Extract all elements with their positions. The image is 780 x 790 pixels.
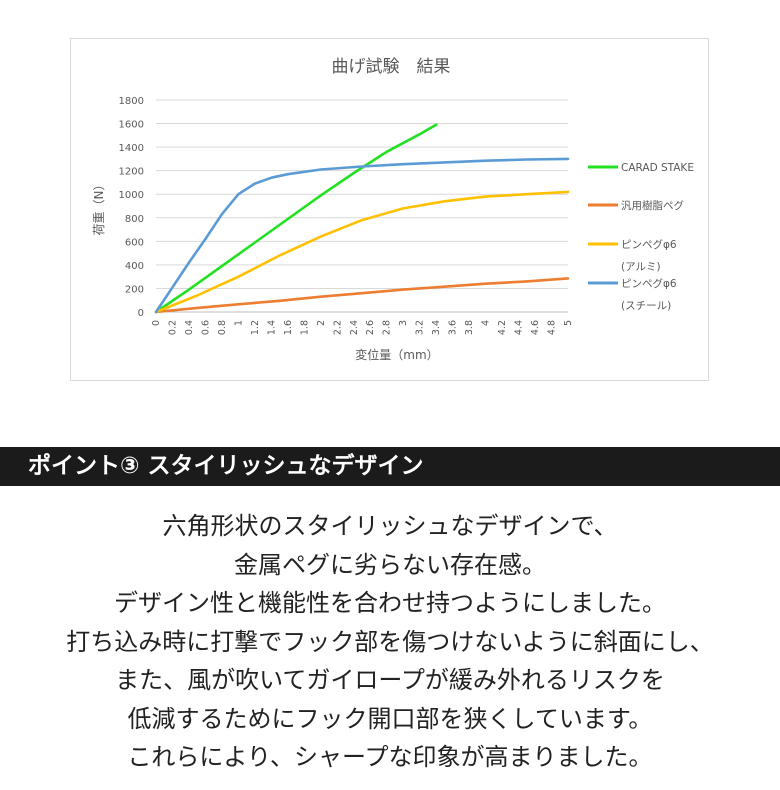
x-tick-label: 4.4 bbox=[514, 320, 525, 335]
y-tick-label: 1800 bbox=[119, 96, 144, 107]
x-tick-label: 4.2 bbox=[497, 320, 508, 335]
axes: 0 200 400 600 800 1000 1200 1400 1600 1800 0 0.2 0.4… bbox=[119, 96, 574, 335]
y-tick-label: 1200 bbox=[119, 167, 144, 178]
x-tick-label: 3.4 bbox=[431, 320, 442, 335]
bending-test-chart: 曲げ試験 結果 0 200 400 600 800 1000 1200 1400 1600 180… bbox=[92, 57, 694, 362]
description-line: デザイン性と機能性を合わせ持つようにしました。 bbox=[114, 589, 666, 617]
description-line: 低減するためにフック開口部を狭くしています。 bbox=[127, 704, 653, 733]
x-tick-label: 3 bbox=[398, 320, 409, 326]
x-tick-label: 1.8 bbox=[299, 320, 310, 335]
section-title: ポイント③ スタイリッシュなデザイン bbox=[28, 453, 424, 479]
legend-label: CARAD STAKE bbox=[621, 162, 694, 174]
x-tick-label: 0.6 bbox=[200, 320, 211, 335]
description-text: 六角形状のスタイリッシュなデザインで、 金属ペグに劣らない存在感。 デザイン性と… bbox=[0, 507, 780, 777]
x-tick-label: 2.6 bbox=[365, 320, 376, 335]
x-tick-label: 3.6 bbox=[448, 320, 459, 335]
x-tick-label: 1.4 bbox=[266, 320, 277, 335]
series-line-1 bbox=[154, 277, 570, 314]
x-tick-label: 3.8 bbox=[464, 320, 475, 335]
series-line-0 bbox=[154, 123, 438, 314]
y-tick-label: 200 bbox=[125, 284, 144, 295]
x-tick-label: 1 bbox=[233, 320, 244, 326]
x-tick-label: 0 bbox=[151, 320, 162, 326]
y-tick-label: 1000 bbox=[119, 190, 144, 201]
description-line: 打ち込み時に打撃でフック部を傷つけないように斜面にし、 bbox=[66, 627, 714, 656]
description-line: 六角形状のスタイリッシュなデザインで、 bbox=[162, 512, 618, 540]
legend-label: ピンペグφ6 bbox=[621, 277, 677, 290]
y-tick-label: 800 bbox=[125, 214, 144, 225]
x-tick-label: 2.8 bbox=[382, 320, 393, 335]
x-tick-label: 4.8 bbox=[547, 320, 558, 335]
x-tick-label: 2 bbox=[316, 320, 327, 326]
x-tick-label: 3.2 bbox=[415, 320, 426, 335]
series-lines bbox=[154, 123, 570, 314]
description-line: また、風が吹いてガイロープが緩み外れるリスクを bbox=[115, 666, 665, 694]
chart-title: 曲げ試験 結果 bbox=[332, 57, 451, 77]
x-tick-label: 0.2 bbox=[167, 320, 178, 335]
x-tick-label: 4 bbox=[481, 320, 492, 326]
description-line: これらにより、シャープな印象が高まりました。 bbox=[127, 743, 653, 771]
y-tick-label: 1600 bbox=[119, 120, 144, 131]
x-tick-label: 2.4 bbox=[349, 320, 360, 335]
x-tick-label: 5 bbox=[563, 320, 574, 326]
description-line: 金属ペグに劣らない存在感。 bbox=[234, 550, 546, 579]
series-line-2 bbox=[154, 190, 570, 314]
x-tick-label: 2.2 bbox=[332, 320, 343, 335]
chart-container: 曲げ試験 結果 0 200 400 600 800 1000 1200 1400 1600 180… bbox=[70, 38, 709, 381]
x-tick-label: 4.6 bbox=[530, 320, 541, 335]
legend-label-line2: (アルミ) bbox=[621, 261, 661, 273]
legend-label-line2: (スチール) bbox=[621, 300, 671, 312]
x-tick-label: 0.8 bbox=[217, 320, 228, 335]
x-axis-label: 変位量（mm） bbox=[355, 347, 438, 362]
y-tick-label: 1400 bbox=[119, 143, 144, 154]
x-tick-label: 1.6 bbox=[283, 320, 294, 335]
y-axis-label: 荷重（N） bbox=[92, 179, 106, 236]
y-tick-label: 400 bbox=[125, 261, 144, 272]
y-tick-label: 600 bbox=[125, 237, 144, 248]
series-line-3 bbox=[154, 157, 570, 314]
y-tick-label: 0 bbox=[138, 308, 144, 319]
x-tick-label: 1.2 bbox=[250, 320, 261, 335]
grid-lines bbox=[156, 99, 568, 313]
x-tick-label: 0.4 bbox=[184, 320, 195, 335]
section-banner: ポイント③ スタイリッシュなデザイン bbox=[0, 447, 780, 486]
legend-label: 汎用樹脂ペグ bbox=[621, 199, 684, 212]
legend-label: ピンペグφ6 bbox=[621, 238, 677, 251]
